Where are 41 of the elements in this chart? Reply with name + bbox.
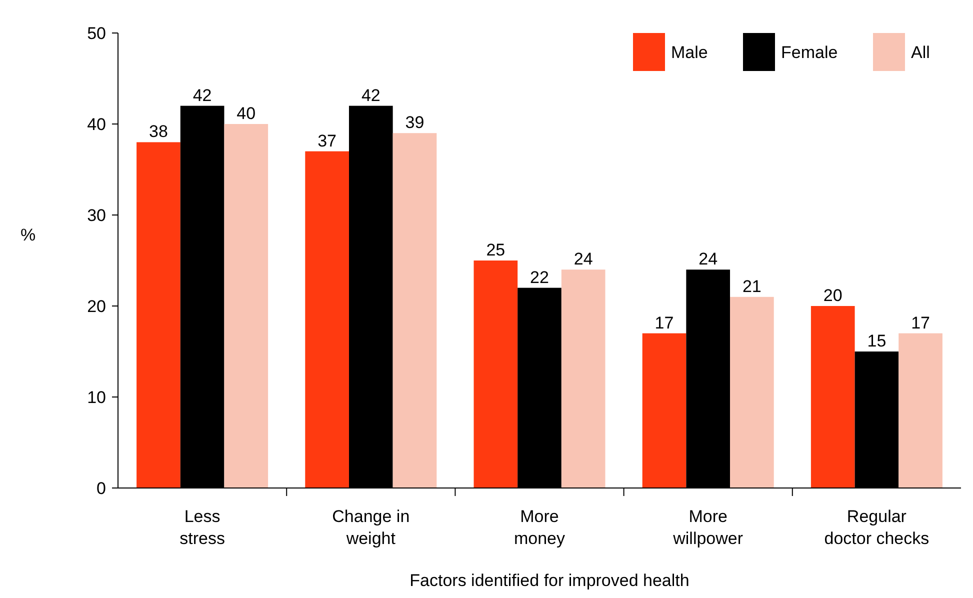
y-tick-label: 30 xyxy=(87,206,106,225)
data-label: 15 xyxy=(867,332,886,350)
legend-label: Female xyxy=(781,42,838,62)
y-tick-label: 20 xyxy=(87,296,106,316)
x-tick-label: Regular doctor checks xyxy=(824,507,930,548)
bar xyxy=(810,306,855,488)
bar xyxy=(561,270,606,488)
data-label: 42 xyxy=(192,86,212,105)
data-label: 39 xyxy=(405,113,424,132)
bar xyxy=(392,133,437,488)
data-label: 22 xyxy=(530,268,549,287)
data-label: 24 xyxy=(698,250,718,269)
bar xyxy=(474,260,518,488)
bar xyxy=(305,151,349,488)
x-tick-label: More money xyxy=(514,507,566,548)
y-tick-label: 10 xyxy=(87,388,106,407)
x-axis-title: Factors identified for improved health xyxy=(410,571,690,590)
data-label: 42 xyxy=(361,86,380,105)
data-label: 20 xyxy=(823,286,842,305)
legend-label: Male xyxy=(671,42,708,62)
y-axis-title: % xyxy=(20,226,36,244)
data-label: 38 xyxy=(149,122,168,142)
x-tick-label: More willpower xyxy=(672,507,744,548)
data-label: 17 xyxy=(911,313,930,332)
data-label: 25 xyxy=(486,240,506,260)
bar xyxy=(224,124,268,488)
bar xyxy=(730,296,774,488)
data-label: 37 xyxy=(318,131,337,150)
data-label: 40 xyxy=(236,104,256,123)
legend-label: All xyxy=(911,42,930,62)
data-label: 21 xyxy=(742,276,762,296)
bar xyxy=(898,333,942,488)
x-tick-label: Change in weight xyxy=(332,507,410,548)
data-label: 24 xyxy=(574,250,593,269)
bar xyxy=(136,142,180,488)
y-tick-label: 50 xyxy=(87,24,106,43)
x-tick-label: Less stress xyxy=(180,507,225,548)
y-tick-label: 0 xyxy=(96,478,106,498)
y-tick-label: 40 xyxy=(87,114,106,134)
bar xyxy=(642,333,686,488)
data-label: 17 xyxy=(654,313,674,332)
